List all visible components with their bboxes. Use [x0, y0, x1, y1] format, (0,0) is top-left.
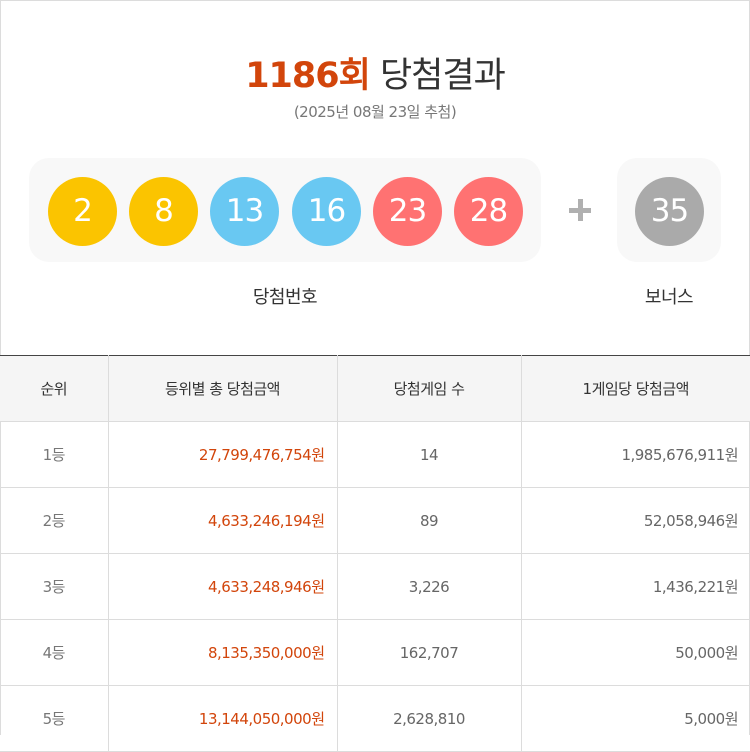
winner-count-cell: 14	[337, 421, 522, 488]
total-prize-cell: 4,633,246,194원	[108, 487, 338, 554]
table-row: 1등 27,799,476,754원 14 1,985,676,911원	[0, 421, 750, 488]
total-prize-cell: 27,799,476,754원	[108, 421, 338, 488]
header-total-prize: 등위별 총 당첨금액	[108, 355, 338, 422]
winning-ball-4: 16	[292, 177, 361, 246]
winning-ball-2: 8	[129, 177, 198, 246]
result-title: 당첨결과	[379, 56, 506, 96]
winner-count-cell: 3,226	[337, 553, 522, 620]
table-row: 5등 13,144,050,000원 2,628,810 5,000원	[0, 685, 750, 752]
rank-cell: 4등	[0, 619, 109, 686]
winner-count-cell: 2,628,810	[337, 685, 522, 752]
rank-cell: 3등	[0, 553, 109, 620]
table-row: 3등 4,633,248,946원 3,226 1,436,221원	[0, 553, 750, 620]
header-rank: 순위	[0, 355, 109, 422]
winning-ball-1: 2	[48, 177, 117, 246]
winner-count-cell: 89	[337, 487, 522, 554]
prize-per-game-cell: 1,985,676,911원	[521, 421, 750, 488]
total-prize-cell: 4,633,248,946원	[108, 553, 338, 620]
rank-cell: 5등	[0, 685, 109, 752]
table-row: 2등 4,633,246,194원 89 52,058,946원	[0, 487, 750, 554]
table-row: 4등 8,135,350,000원 162,707 50,000원	[0, 619, 750, 686]
plus-icon	[561, 191, 599, 229]
total-prize-cell: 13,144,050,000원	[108, 685, 338, 752]
rank-cell: 2등	[0, 487, 109, 554]
prize-table: 순위 등위별 총 당첨금액 당첨게임 수 1게임당 당첨금액 1등 27,799…	[0, 355, 750, 752]
prize-per-game-cell: 1,436,221원	[521, 553, 750, 620]
winning-numbers-label: 당첨번호	[252, 287, 318, 308]
winner-count-cell: 162,707	[337, 619, 522, 686]
rank-cell: 1등	[0, 421, 109, 488]
page-title: 1186회 당첨결과	[1, 47, 749, 98]
winning-ball-6: 28	[454, 177, 523, 246]
winning-ball-3: 13	[210, 177, 279, 246]
header-winner-count: 당첨게임 수	[337, 355, 522, 422]
header-prize-per-game: 1게임당 당첨금액	[521, 355, 750, 422]
prize-per-game-cell: 52,058,946원	[521, 487, 750, 554]
winning-ball-5: 23	[373, 177, 442, 246]
total-prize-cell: 8,135,350,000원	[108, 619, 338, 686]
round-number: 1186회	[245, 56, 371, 96]
prize-per-game-cell: 50,000원	[521, 619, 750, 686]
draw-date: (2025년 08월 23일 추첨)	[293, 103, 457, 121]
bonus-ball: 35	[635, 177, 704, 246]
table-header-row: 순위 등위별 총 당첨금액 당첨게임 수 1게임당 당첨금액	[0, 355, 750, 422]
bonus-label: 보너스	[644, 287, 694, 308]
prize-per-game-cell: 5,000원	[521, 685, 750, 752]
